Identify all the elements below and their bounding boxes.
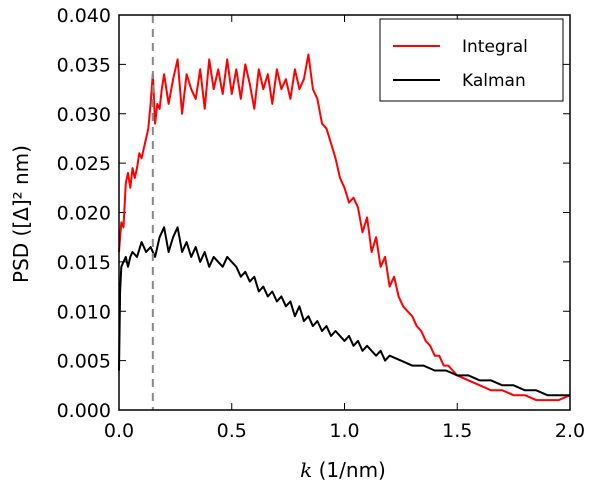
legend-label-integral: Integral (462, 37, 528, 57)
y-axis-title: PSD ([Δ]² nm) (9, 145, 33, 283)
legend-box (379, 18, 564, 102)
series-line-kalman (118, 226, 570, 397)
x-tick-label: 1.5 (442, 420, 472, 442)
x-tick-label: 0.0 (104, 420, 134, 442)
series-layer (118, 53, 571, 402)
y-axis-ticks: 0.000 0.005 0.010 0.015 0.020 0.025 0.030 0.035… (57, 5, 570, 422)
y-tick-label: 0.005 (57, 351, 111, 373)
series-line-integral (118, 53, 571, 402)
y-tick-label: 0.015 (57, 252, 111, 274)
x-tick-label: 0.5 (217, 420, 247, 442)
legend: Integral Kalman (379, 18, 564, 102)
x-tick-label: 2.0 (555, 420, 585, 442)
x-axis-variable: k (300, 458, 312, 482)
plot-frame (118, 14, 571, 411)
y-tick-label: 0.020 (57, 203, 111, 225)
x-axis-title: k (1/nm) (300, 458, 386, 482)
y-tick-label: 0.035 (57, 54, 111, 76)
y-tick-label: 0.030 (57, 104, 111, 126)
y-tick-label: 0.000 (57, 400, 111, 422)
x-tick-label: 1.0 (329, 420, 359, 442)
y-tick-label: 0.040 (57, 5, 111, 27)
y-tick-label: 0.010 (57, 301, 111, 323)
y-tick-label: 0.025 (57, 153, 111, 175)
x-axis-unit: (1/nm) (312, 458, 386, 482)
legend-label-kalman: Kalman (462, 71, 526, 91)
